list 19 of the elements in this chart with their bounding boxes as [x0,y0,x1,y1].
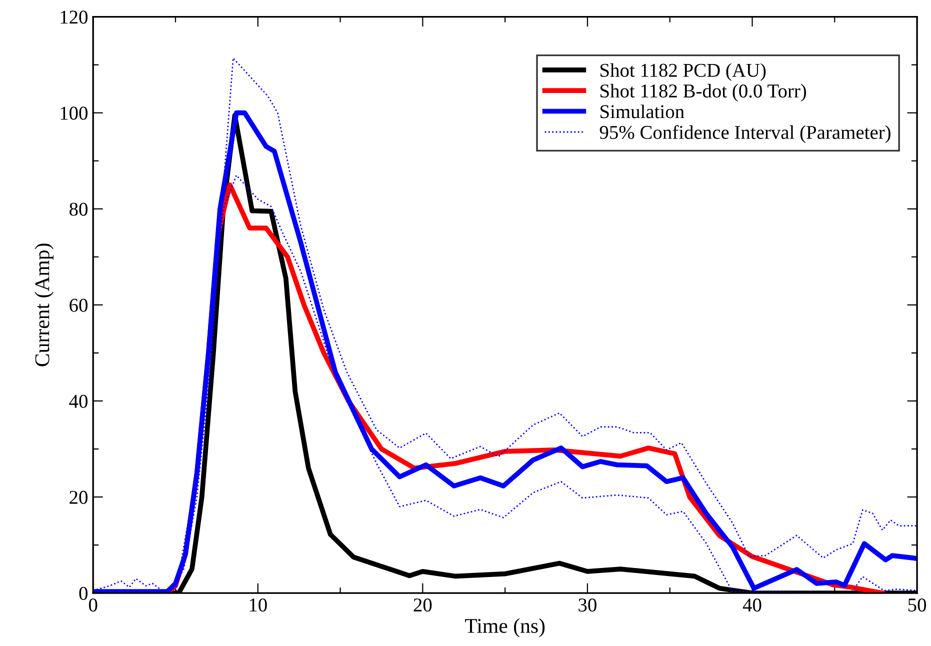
y-tick-label: 40 [69,394,88,408]
legend-label: 95% Confidence Interval (Parameter) [600,125,890,143]
y-tick-label: 20 [70,490,88,504]
y-tick-label: 0 [79,586,88,600]
y-tick-label: 60 [70,298,88,312]
legend-label: Shot 1182 PCD (AU) [600,63,766,81]
x-tick-label: 30 [578,598,596,612]
x-tick-label: 10 [250,598,267,612]
x-tick-label: 20 [414,598,432,612]
legend-label: Simulation [600,104,684,118]
x-tick-label: 0 [88,598,98,612]
y-tick-label: 120 [60,10,88,24]
y-tick-label: 100 [60,106,88,120]
y-tick-label: 80 [70,202,88,216]
y-axis-title: Current (Amp) [34,244,54,366]
x-axis-title: Time (ns) [465,618,545,638]
x-tick-label: 40 [742,598,762,612]
x-tick-label: 50 [908,598,926,612]
legend-label: Shot 1182 B-dot (0.0 Torr) [600,84,806,102]
